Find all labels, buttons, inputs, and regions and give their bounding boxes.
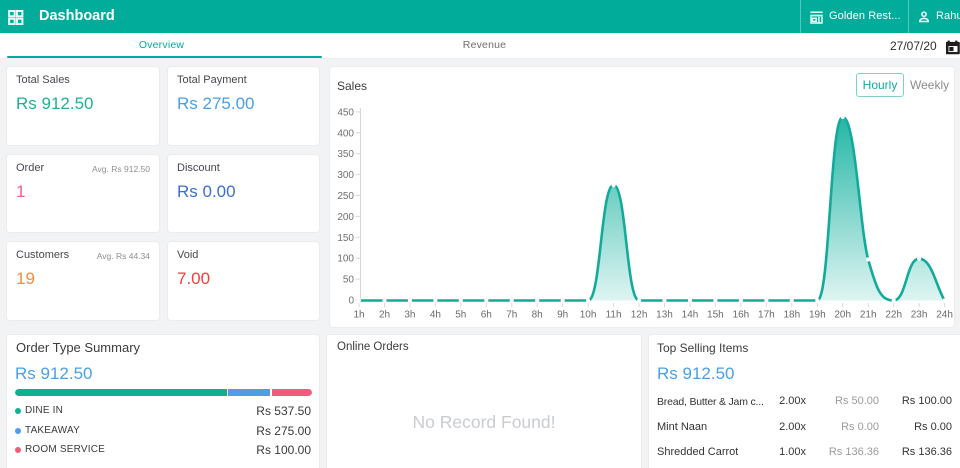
- svg-text:8h: 8h: [532, 310, 543, 321]
- svg-text:21h: 21h: [860, 310, 877, 321]
- svg-text:2h: 2h: [379, 310, 390, 321]
- svg-text:450: 450: [337, 107, 354, 118]
- svg-text:24h: 24h: [936, 310, 953, 321]
- svg-text:23h: 23h: [911, 310, 928, 321]
- svg-text:16h: 16h: [733, 310, 750, 321]
- svg-text:6h: 6h: [481, 310, 492, 321]
- svg-text:4h: 4h: [430, 310, 441, 321]
- svg-text:20h: 20h: [834, 310, 851, 321]
- svg-text:3h: 3h: [404, 310, 415, 321]
- svg-text:15h: 15h: [707, 310, 724, 321]
- svg-text:200: 200: [337, 212, 354, 223]
- svg-text:10h: 10h: [580, 310, 597, 321]
- svg-text:9h: 9h: [557, 310, 568, 321]
- svg-text:300: 300: [337, 170, 354, 181]
- svg-text:0: 0: [348, 296, 354, 307]
- svg-text:50: 50: [343, 275, 355, 286]
- svg-text:400: 400: [337, 128, 354, 139]
- svg-text:13h: 13h: [656, 310, 673, 321]
- svg-text:250: 250: [337, 191, 354, 202]
- svg-text:350: 350: [337, 149, 354, 160]
- svg-text:19h: 19h: [809, 310, 826, 321]
- svg-text:17h: 17h: [758, 310, 775, 321]
- svg-text:1h: 1h: [353, 310, 364, 321]
- svg-text:18h: 18h: [783, 310, 800, 321]
- svg-text:150: 150: [337, 233, 354, 244]
- svg-text:5h: 5h: [455, 310, 466, 321]
- svg-text:14h: 14h: [682, 310, 699, 321]
- svg-text:7h: 7h: [506, 310, 517, 321]
- svg-text:12h: 12h: [631, 310, 648, 321]
- svg-text:22h: 22h: [885, 310, 902, 321]
- svg-text:11h: 11h: [606, 310, 622, 321]
- svg-text:100: 100: [337, 254, 354, 265]
